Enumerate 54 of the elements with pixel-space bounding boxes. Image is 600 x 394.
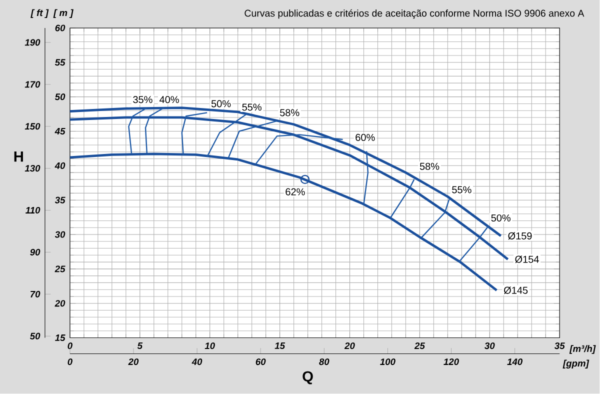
y2-axis-title: [ ft ] xyxy=(30,9,49,18)
x-tick-label: 25 xyxy=(414,342,425,350)
x2-tick-label: 100 xyxy=(380,358,396,366)
series-label: Ø145 xyxy=(504,286,528,294)
series-label: Ø154 xyxy=(515,256,539,264)
x-axis-title: [m³/h] xyxy=(569,345,596,354)
y-tick-label: 20 xyxy=(54,300,66,307)
x2-axis-title: [gpm] xyxy=(562,360,590,369)
annotation: 55% xyxy=(452,186,472,194)
y2-tick-label: 130 xyxy=(24,165,40,172)
annotation: 62% xyxy=(286,188,305,196)
x2-tick-label: 80 xyxy=(319,358,330,366)
y-tick-label: 15 xyxy=(55,334,66,342)
y-tick-label: 40 xyxy=(54,162,66,170)
y-tick-label: 45 xyxy=(54,128,66,135)
x2-tick-label: 60 xyxy=(256,358,266,366)
chart-title: Curvas publicadas e critérios de aceitação conforme Norma ISO 9906 anexo A xyxy=(244,10,584,19)
x2-tick-label: 120 xyxy=(444,358,459,366)
x2-tick-label: 140 xyxy=(507,358,523,366)
annotation: 50% xyxy=(211,100,231,108)
x2-tick-label: 40 xyxy=(192,358,202,366)
x2-tick-label: 0 xyxy=(68,358,72,366)
x-tick-label: 5 xyxy=(137,342,143,350)
y2-tick-label: 150 xyxy=(24,123,40,130)
annotation: 55% xyxy=(242,104,262,111)
y-tick-label: 25 xyxy=(54,266,66,272)
y-tick-label: 30 xyxy=(54,231,66,238)
x-tick-label: 15 xyxy=(274,342,286,350)
x-tick-label: 10 xyxy=(204,342,215,350)
y2-tick-label: 170 xyxy=(24,81,40,88)
series-label: Ø159 xyxy=(508,232,532,240)
text: H xyxy=(14,152,23,162)
y2-tick-label: 50 xyxy=(30,332,40,340)
y-axis-title: [ m ] xyxy=(53,9,74,18)
x2-tick-label: 20 xyxy=(128,358,139,366)
y-tick-label: 55 xyxy=(54,59,66,66)
annotation: 60% xyxy=(356,134,375,142)
annotation: 40% xyxy=(160,96,179,104)
annotation: 58% xyxy=(280,109,300,116)
y-tick-label: 60 xyxy=(55,24,66,32)
text: Q xyxy=(302,371,313,384)
y-tick-label: 50 xyxy=(54,94,66,100)
y2-tick-label: 110 xyxy=(26,207,40,214)
annotation: 50% xyxy=(491,214,510,222)
x-tick-label: 20 xyxy=(344,342,355,350)
x-tick-label: 35 xyxy=(554,342,565,350)
annotation: 58% xyxy=(420,162,440,170)
y2-tick-label: 90 xyxy=(30,249,40,256)
y2-tick-label: 190 xyxy=(24,39,40,46)
y2-tick-label: 70 xyxy=(30,290,40,298)
y-tick-label: 35 xyxy=(54,196,66,204)
x-tick-label: 30 xyxy=(484,342,495,350)
annotation: 35% xyxy=(133,96,152,104)
x-tick-label: 0 xyxy=(68,342,72,350)
